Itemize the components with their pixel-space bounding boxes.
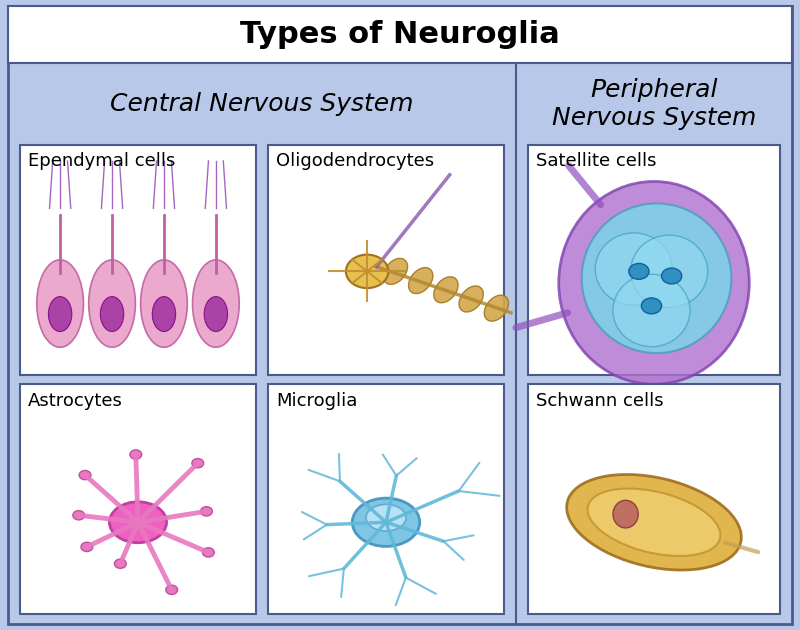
- FancyBboxPatch shape: [20, 384, 256, 614]
- Ellipse shape: [352, 498, 420, 546]
- Ellipse shape: [558, 181, 750, 384]
- Ellipse shape: [434, 277, 458, 303]
- Ellipse shape: [204, 297, 227, 331]
- Ellipse shape: [484, 295, 509, 321]
- Text: Schwann cells: Schwann cells: [536, 392, 664, 410]
- Circle shape: [81, 542, 93, 551]
- Ellipse shape: [37, 260, 83, 347]
- Ellipse shape: [566, 474, 742, 570]
- Circle shape: [202, 547, 214, 557]
- Text: Astrocytes: Astrocytes: [28, 392, 123, 410]
- Circle shape: [114, 559, 126, 568]
- Circle shape: [642, 298, 662, 314]
- Ellipse shape: [49, 297, 72, 331]
- Ellipse shape: [582, 203, 731, 353]
- Ellipse shape: [595, 233, 672, 306]
- Text: Satellite cells: Satellite cells: [536, 152, 657, 171]
- Ellipse shape: [366, 505, 406, 531]
- Circle shape: [166, 585, 178, 595]
- FancyBboxPatch shape: [8, 6, 792, 624]
- Text: Oligodendrocytes: Oligodendrocytes: [276, 152, 434, 171]
- Circle shape: [73, 510, 85, 520]
- Ellipse shape: [141, 260, 187, 347]
- FancyBboxPatch shape: [268, 384, 504, 614]
- Circle shape: [79, 471, 91, 479]
- Circle shape: [130, 450, 142, 459]
- Text: Types of Neuroglia: Types of Neuroglia: [240, 20, 560, 49]
- Text: Central Nervous System: Central Nervous System: [110, 92, 414, 116]
- Ellipse shape: [383, 258, 407, 284]
- Ellipse shape: [630, 235, 708, 307]
- FancyBboxPatch shape: [528, 145, 780, 375]
- FancyBboxPatch shape: [8, 6, 792, 63]
- FancyBboxPatch shape: [268, 145, 504, 375]
- Circle shape: [201, 507, 212, 516]
- Circle shape: [662, 268, 682, 284]
- Circle shape: [192, 459, 204, 468]
- Ellipse shape: [346, 255, 388, 288]
- Text: Microglia: Microglia: [276, 392, 358, 410]
- Ellipse shape: [89, 260, 135, 347]
- Ellipse shape: [193, 260, 239, 347]
- Ellipse shape: [613, 500, 638, 528]
- Ellipse shape: [409, 268, 433, 294]
- Circle shape: [629, 263, 649, 279]
- Text: Peripheral
Nervous System: Peripheral Nervous System: [552, 78, 756, 130]
- Text: Ependymal cells: Ependymal cells: [28, 152, 175, 171]
- Ellipse shape: [613, 274, 690, 347]
- Ellipse shape: [100, 297, 124, 331]
- Ellipse shape: [110, 502, 166, 542]
- FancyBboxPatch shape: [528, 384, 780, 614]
- Ellipse shape: [459, 286, 483, 312]
- FancyBboxPatch shape: [20, 145, 256, 375]
- Ellipse shape: [152, 297, 176, 331]
- Ellipse shape: [587, 488, 721, 556]
